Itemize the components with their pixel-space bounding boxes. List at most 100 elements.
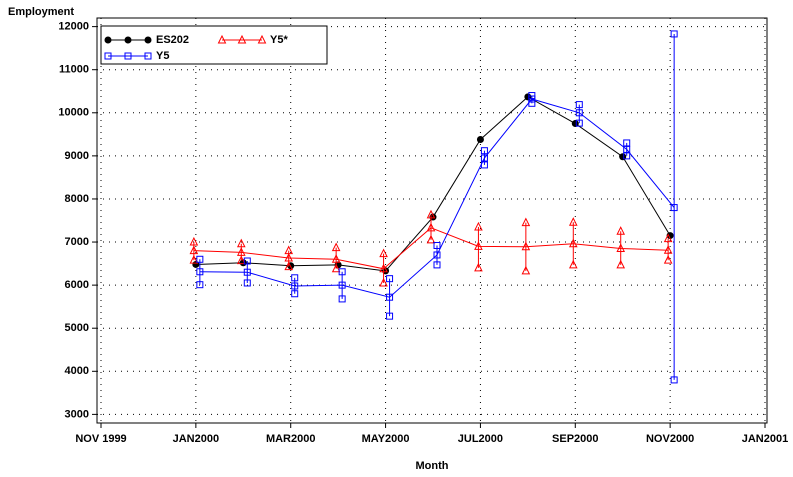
point — [189, 245, 199, 255]
point — [474, 241, 483, 250]
point — [476, 136, 484, 143]
legend-marker — [237, 34, 247, 44]
y-tick-label: 11000 — [59, 64, 89, 76]
point — [284, 261, 294, 271]
plot-frame — [96, 17, 768, 424]
x-tick-label: NOV2000 — [646, 433, 694, 445]
point — [616, 243, 626, 253]
point — [386, 293, 394, 301]
legend-box — [100, 25, 328, 65]
series-line — [195, 96, 671, 272]
y-tick-label: 9000 — [65, 150, 89, 162]
point — [426, 209, 436, 219]
point — [480, 147, 488, 155]
point — [291, 290, 299, 298]
point — [433, 241, 441, 249]
point — [386, 312, 394, 320]
point — [196, 255, 204, 263]
legend-marker — [124, 36, 132, 44]
point — [663, 255, 673, 264]
legend-marker — [144, 52, 152, 60]
point — [243, 268, 251, 276]
point — [236, 238, 246, 248]
y-tick-label: 4000 — [65, 365, 89, 377]
legend-label: Y5* — [270, 34, 288, 46]
point — [623, 145, 631, 153]
legend-marker — [104, 36, 112, 44]
legend-marker — [104, 52, 112, 60]
legend-marker — [124, 52, 132, 60]
point — [616, 226, 626, 235]
point — [474, 262, 483, 272]
point — [189, 236, 199, 246]
point — [474, 221, 483, 231]
y-tick-label: 6000 — [65, 279, 89, 291]
point — [663, 233, 673, 243]
point — [331, 242, 341, 252]
point — [568, 238, 578, 248]
point — [338, 295, 346, 303]
point — [575, 101, 583, 109]
y-tick-label: 12000 — [58, 21, 89, 33]
point — [236, 255, 246, 265]
y-tick-label: 5000 — [65, 322, 89, 334]
point — [666, 232, 674, 240]
point — [379, 263, 388, 273]
point — [379, 248, 388, 258]
point — [331, 254, 341, 263]
point — [243, 279, 251, 287]
point — [575, 119, 583, 127]
point — [331, 263, 341, 273]
point — [386, 275, 394, 283]
point — [196, 281, 204, 289]
point — [426, 222, 436, 232]
point — [670, 376, 678, 384]
point — [670, 204, 678, 212]
legend-marker — [257, 34, 267, 44]
x-tick-label: JAN2001 — [742, 433, 788, 445]
y-tick-label: 8000 — [65, 193, 89, 205]
legend-marker — [217, 34, 227, 44]
legend-label: ES202 — [156, 34, 189, 46]
x-tick-label: MAR2000 — [266, 433, 316, 445]
point — [521, 217, 531, 227]
point — [291, 282, 299, 290]
point — [528, 99, 536, 107]
legend-marker — [144, 36, 152, 44]
point — [426, 234, 436, 244]
point — [196, 268, 204, 276]
point — [243, 257, 251, 265]
point — [338, 281, 346, 289]
point — [236, 247, 246, 256]
point — [568, 259, 578, 269]
x-tick-label: JUL2000 — [458, 433, 503, 445]
point — [521, 241, 531, 251]
point — [670, 30, 678, 38]
point — [480, 161, 488, 169]
point — [291, 274, 299, 282]
legend-label: Y5 — [156, 50, 169, 62]
point — [616, 259, 626, 269]
point — [524, 93, 532, 101]
point — [433, 251, 441, 259]
point — [433, 261, 441, 269]
point — [379, 277, 388, 287]
point — [571, 120, 579, 128]
y-tick-label: 7000 — [65, 236, 89, 248]
point — [663, 245, 673, 254]
point — [284, 252, 294, 262]
point — [480, 154, 488, 162]
y-tick-label: 3000 — [65, 408, 89, 420]
point — [338, 268, 346, 276]
y-tick-label: 10000 — [58, 107, 89, 119]
x-axis-label: Month — [416, 460, 449, 472]
x-tick-label: JAN2000 — [173, 433, 219, 445]
point — [189, 255, 199, 264]
x-tick-label: MAY2000 — [362, 433, 410, 445]
x-tick-label: SEP2000 — [552, 433, 598, 445]
y-axis-label: Employment — [8, 6, 74, 18]
point — [568, 217, 578, 226]
point — [521, 265, 531, 275]
x-tick-label: NOV 1999 — [75, 433, 126, 445]
